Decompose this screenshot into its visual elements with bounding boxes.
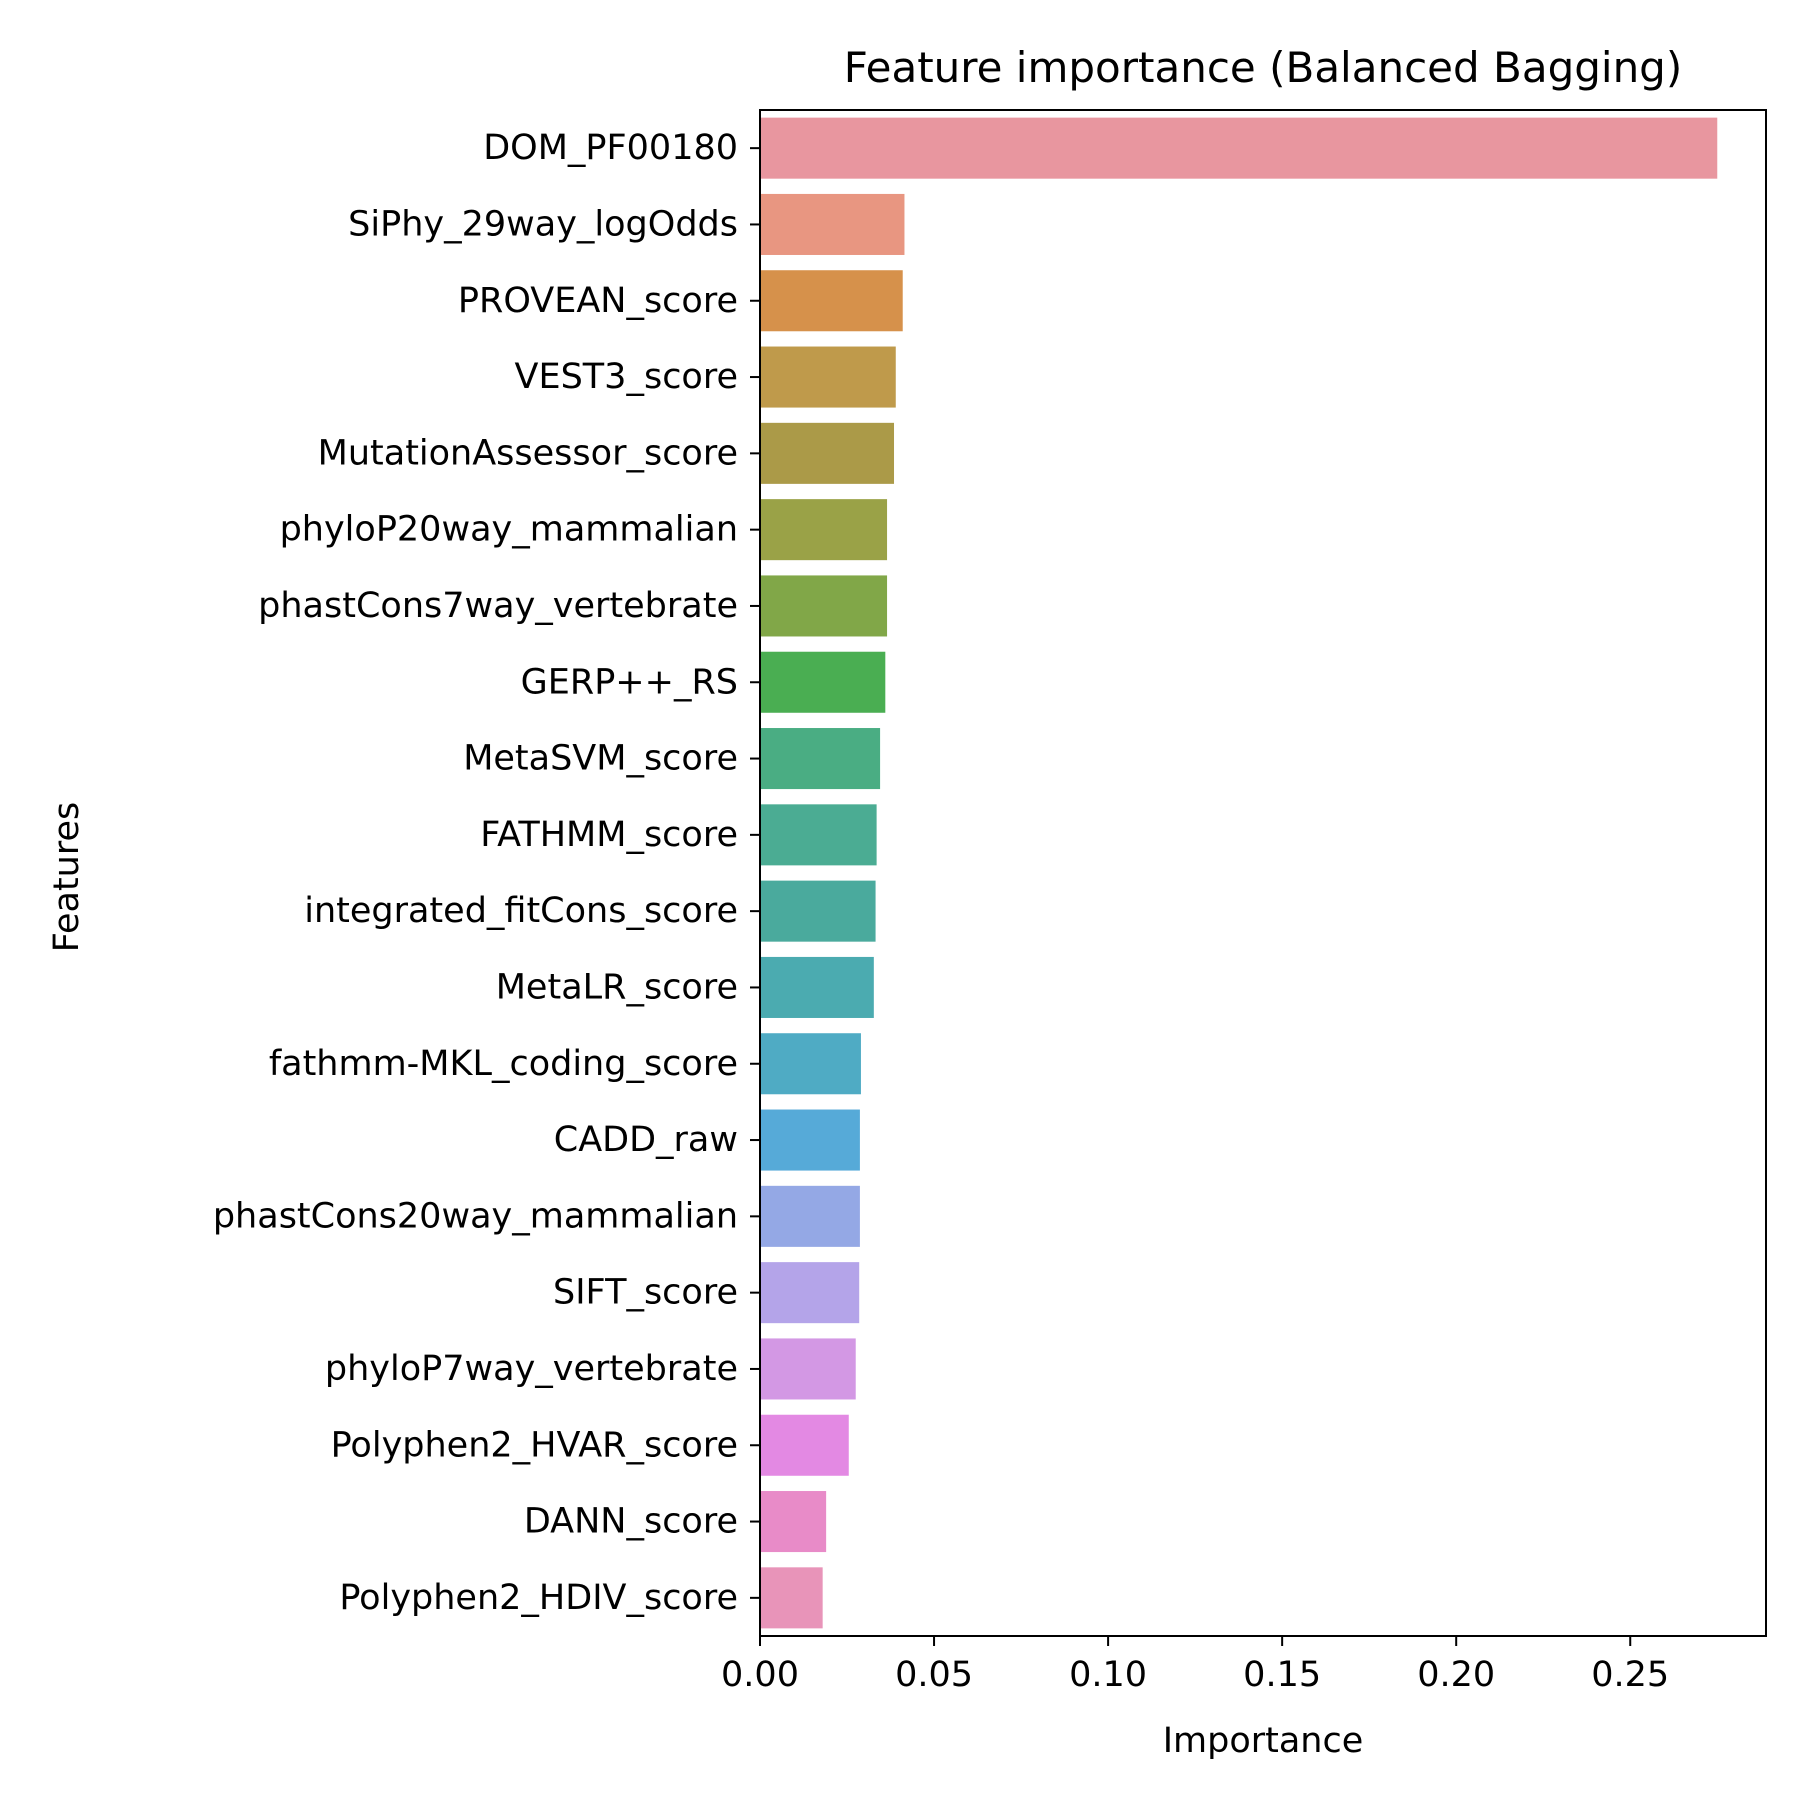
- bar-15: [760, 1262, 860, 1324]
- y-tick-label: VEST3_score: [515, 357, 738, 397]
- chart-title: Feature importance (Balanced Bagging): [844, 43, 1682, 92]
- y-tick-label: integrated_fitCons_score: [304, 891, 738, 931]
- y-axis-label: Features: [47, 802, 87, 953]
- bar-16: [760, 1338, 856, 1400]
- x-tick-label: 0.00: [721, 1655, 799, 1695]
- bar-18: [760, 1491, 827, 1553]
- bars-layer: [760, 117, 1718, 1629]
- bar-13: [760, 1109, 860, 1171]
- bar-4: [760, 422, 895, 484]
- y-tick-label: SiPhy_29way_logOdds: [348, 204, 738, 244]
- x-axis-ticks: 0.00 0.05 0.10 0.15 0.20 0.25: [721, 1636, 1669, 1695]
- x-tick-label: 0.10: [1069, 1655, 1147, 1695]
- bar-2: [760, 270, 903, 332]
- y-tick-label: DANN_score: [524, 1502, 738, 1542]
- bar-9: [760, 804, 877, 866]
- y-tick-label: CADD_raw: [554, 1120, 738, 1160]
- y-tick-label: DOM_PF00180: [483, 128, 738, 168]
- y-tick-label: GERP++_RS: [521, 662, 738, 702]
- bar-14: [760, 1185, 860, 1247]
- bar-6: [760, 575, 888, 637]
- bar-3: [760, 346, 896, 408]
- bar-11: [760, 956, 874, 1018]
- y-tick-label: PROVEAN_score: [458, 281, 738, 321]
- y-tick-label: fathmm-MKL_coding_score: [269, 1044, 738, 1084]
- y-axis-ticks: DOM_PF00180 SiPhy_29way_logOdds PROVEAN_sc…: [213, 128, 760, 1618]
- x-tick-label: 0.15: [1243, 1655, 1321, 1695]
- x-axis-label: Importance: [1163, 1721, 1364, 1761]
- y-tick-label: MetaSVM_score: [463, 739, 738, 779]
- y-tick-label: phyloP7way_vertebrate: [325, 1349, 738, 1389]
- bar-12: [760, 1033, 861, 1095]
- x-tick-label: 0.05: [895, 1655, 973, 1695]
- y-tick-label: phyloP20way_mammalian: [280, 510, 738, 550]
- bar-17: [760, 1414, 849, 1476]
- y-tick-label: Polyphen2_HDIV_score: [339, 1578, 738, 1618]
- y-tick-label: FATHMM_score: [480, 815, 738, 855]
- bar-10: [760, 880, 876, 942]
- bar-8: [760, 728, 881, 790]
- y-tick-label: phastCons7way_vertebrate: [258, 586, 738, 626]
- y-tick-label: MutationAssessor_score: [318, 433, 738, 473]
- bar-1: [760, 193, 905, 255]
- plot-frame: [759, 109, 1767, 1637]
- y-tick-label: MetaLR_score: [496, 967, 738, 1007]
- bar-5: [760, 499, 888, 561]
- bar-7: [760, 651, 886, 713]
- bar-0: [760, 117, 1718, 179]
- x-tick-label: 0.20: [1417, 1655, 1495, 1695]
- x-tick-label: 0.25: [1591, 1655, 1669, 1695]
- y-tick-label: SIFT_score: [553, 1273, 738, 1313]
- bar-19: [760, 1567, 823, 1629]
- y-tick-label: Polyphen2_HVAR_score: [331, 1425, 738, 1465]
- y-tick-label: phastCons20way_mammalian: [213, 1196, 738, 1236]
